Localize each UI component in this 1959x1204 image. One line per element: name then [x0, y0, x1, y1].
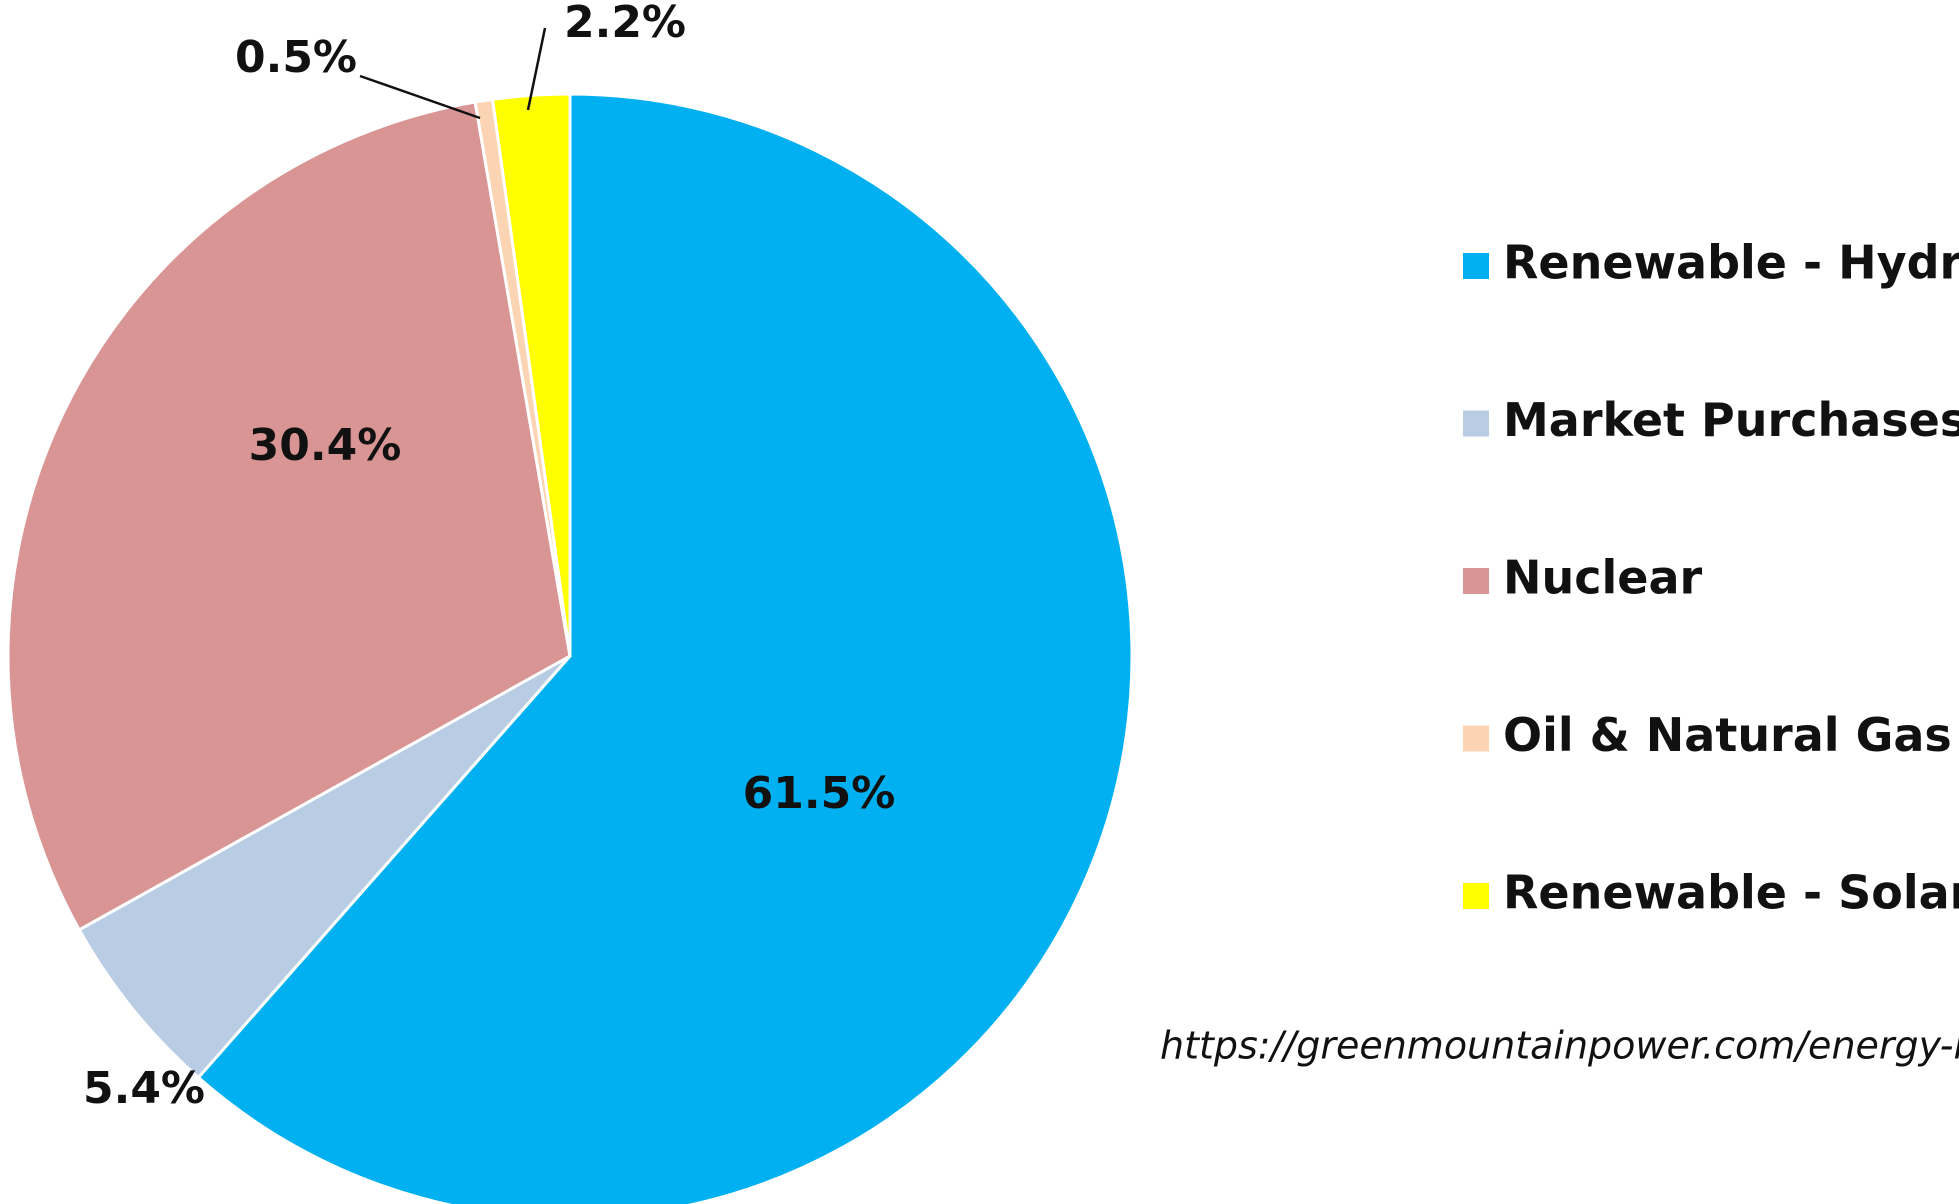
legend-swatch	[1463, 253, 1489, 279]
leader-line	[526, 27, 547, 111]
data-label: 61.5%	[743, 768, 896, 819]
legend-label: Oil & Natural Gas	[1503, 708, 1952, 762]
data-label: 5.4%	[83, 1063, 205, 1114]
legend-swatch	[1463, 410, 1489, 437]
legend-label: Market Purchases	[1503, 393, 1959, 447]
pie-slice	[196, 92, 1134, 1204]
data-label: 30.4%	[249, 420, 402, 471]
legend-swatch	[1463, 725, 1489, 752]
legend-label: Renewable - Hydro	[1503, 236, 1959, 290]
legend-label: Renewable - Solar	[1503, 866, 1959, 920]
legend-swatch	[1463, 883, 1489, 909]
legend-swatch	[1463, 568, 1489, 594]
data-label: 2.2%	[564, 0, 686, 48]
pie-slice	[6, 100, 572, 932]
source-text: https://greenmountainpower.com/energy-mi…	[1160, 1024, 1959, 1068]
pie-slice	[77, 654, 572, 1080]
legend-label: Nuclear	[1503, 551, 1703, 605]
data-label: 0.5%	[235, 32, 357, 83]
leader-line	[359, 74, 481, 120]
